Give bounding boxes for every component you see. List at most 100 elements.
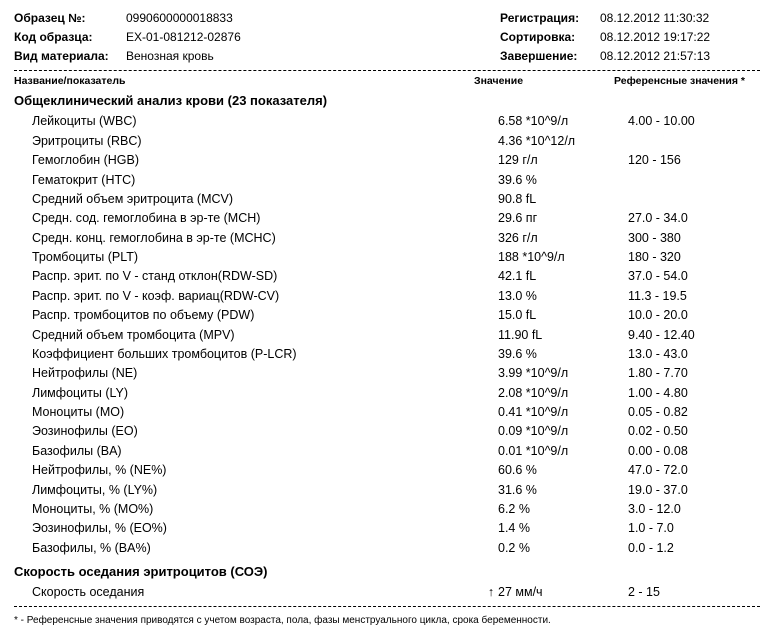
arrow-icon	[484, 229, 498, 248]
param-name: Гематокрит (HTC)	[14, 171, 484, 190]
section-title: Скорость оседания эритроцитов (СОЭ)	[14, 564, 760, 579]
header-label: Код образца:	[14, 29, 126, 46]
result-row: Распр. эрит. по V - станд отклон(RDW-SD)…	[14, 267, 760, 286]
arrow-icon	[484, 171, 498, 190]
reference-range	[628, 132, 760, 151]
header-row: Завершение:08.12.2012 21:57:13	[500, 48, 760, 65]
param-value: 4.36 *10^12/л	[498, 132, 628, 151]
result-row: Средний объем эритроцита (MCV)90.8 fL	[14, 190, 760, 209]
param-value: 39.6 %	[498, 171, 628, 190]
reference-range: 0.0 - 1.2	[628, 539, 760, 558]
param-value: 11.90 fL	[498, 326, 628, 345]
header-block: Образец №:0990600000018833 Код образца:EX…	[14, 10, 760, 64]
arrow-icon	[484, 500, 498, 519]
param-name: Нейтрофилы, % (NE%)	[14, 461, 484, 480]
arrow-icon	[484, 422, 498, 441]
param-value: 188 *10^9/л	[498, 248, 628, 267]
header-label: Регистрация:	[500, 10, 600, 27]
param-name: Лейкоциты (WBC)	[14, 112, 484, 131]
col-header-name: Название/показатель	[14, 75, 474, 87]
header-value: EX-01-081212-02876	[126, 29, 286, 46]
arrow-icon	[484, 132, 498, 151]
param-value: 0.2 %	[498, 539, 628, 558]
param-name: Моноциты, % (MO%)	[14, 500, 484, 519]
reference-range: 300 - 380	[628, 229, 760, 248]
param-value: 90.8 fL	[498, 190, 628, 209]
header-value: 08.12.2012 19:17:22	[600, 29, 760, 46]
header-row: Вид материала:Венозная кровь	[14, 48, 286, 65]
separator	[14, 70, 760, 71]
arrow-icon	[484, 519, 498, 538]
header-row: Образец №:0990600000018833	[14, 10, 286, 27]
param-value: 0.09 *10^9/л	[498, 422, 628, 441]
result-row: Коэффициент больших тромбоцитов (P-LCR)3…	[14, 345, 760, 364]
result-row: Распр. тромбоцитов по объему (PDW)15.0 f…	[14, 306, 760, 325]
arrow-icon	[484, 481, 498, 500]
param-name: Эозинофилы (EO)	[14, 422, 484, 441]
reference-range: 4.00 - 10.00	[628, 112, 760, 131]
param-value: 42.1 fL	[498, 267, 628, 286]
arrow-icon	[484, 190, 498, 209]
param-name: Лимфоциты, % (LY%)	[14, 481, 484, 500]
param-value: 13.0 %	[498, 287, 628, 306]
reference-range: 9.40 - 12.40	[628, 326, 760, 345]
header-label: Сортировка:	[500, 29, 600, 46]
arrow-icon	[484, 345, 498, 364]
result-row: Лимфоциты, % (LY%) 31.6 %19.0 - 37.0	[14, 481, 760, 500]
reference-range: 10.0 - 20.0	[628, 306, 760, 325]
arrow-icon: ↑	[484, 583, 498, 602]
reference-range	[628, 190, 760, 209]
header-value: Венозная кровь	[126, 48, 286, 65]
result-row: Лимфоциты (LY)2.08 *10^9/л1.00 - 4.80	[14, 384, 760, 403]
param-name: Эритроциты (RBC)	[14, 132, 484, 151]
result-row: Средн. сод. гемоглобина в эр-те (MCH)29.…	[14, 209, 760, 228]
reference-range: 2 - 15	[628, 583, 760, 602]
result-row: Средний объем тромбоцита (MPV)11.90 fL9.…	[14, 326, 760, 345]
header-label: Завершение:	[500, 48, 600, 65]
result-row: Тромбоциты (PLT) 188 *10^9/л180 - 320	[14, 248, 760, 267]
reference-range: 120 - 156	[628, 151, 760, 170]
section-title: Общеклинический анализ крови (23 показат…	[14, 93, 760, 108]
result-row: Гематокрит (HTC) 39.6 %	[14, 171, 760, 190]
param-name: Скорость оседания	[14, 583, 484, 602]
arrow-icon	[484, 326, 498, 345]
header-label: Вид материала:	[14, 48, 126, 65]
param-value: 60.6 %	[498, 461, 628, 480]
reference-range: 0.00 - 0.08	[628, 442, 760, 461]
result-row: Нейтрофилы, % (NE%)60.6 %47.0 - 72.0	[14, 461, 760, 480]
param-name: Нейтрофилы (NE)	[14, 364, 484, 383]
header-value: 08.12.2012 21:57:13	[600, 48, 760, 65]
reference-range: 0.05 - 0.82	[628, 403, 760, 422]
param-name: Распр. тромбоцитов по объему (PDW)	[14, 306, 484, 325]
arrow-icon	[484, 267, 498, 286]
reference-range: 11.3 - 19.5	[628, 287, 760, 306]
param-value: 129 г/л	[498, 151, 628, 170]
param-value: 27 мм/ч	[498, 583, 628, 602]
param-name: Базофилы, % (BA%)	[14, 539, 484, 558]
result-row: Распр. эрит. по V - коэф. вариац(RDW-CV)…	[14, 287, 760, 306]
reference-range: 19.0 - 37.0	[628, 481, 760, 500]
param-value: 0.41 *10^9/л	[498, 403, 628, 422]
reference-range: 3.0 - 12.0	[628, 500, 760, 519]
result-row: Эритроциты (RBC) 4.36 *10^12/л	[14, 132, 760, 151]
reference-range: 13.0 - 43.0	[628, 345, 760, 364]
param-value: 2.08 *10^9/л	[498, 384, 628, 403]
result-row: Средн. конц. гемоглобина в эр-те (MCHC)3…	[14, 229, 760, 248]
reference-range: 1.0 - 7.0	[628, 519, 760, 538]
arrow-icon	[484, 403, 498, 422]
reference-range: 1.00 - 4.80	[628, 384, 760, 403]
param-name: Распр. эрит. по V - станд отклон(RDW-SD)	[14, 267, 484, 286]
header-value: 0990600000018833	[126, 10, 286, 27]
param-value: 31.6 %	[498, 481, 628, 500]
arrow-icon	[484, 384, 498, 403]
result-row: Лейкоциты (WBC)6.58 *10^9/л4.00 - 10.00	[14, 112, 760, 131]
header-value: 08.12.2012 11:30:32	[600, 10, 760, 27]
param-value: 1.4 %	[498, 519, 628, 538]
header-row: Код образца:EX-01-081212-02876	[14, 29, 286, 46]
reference-range: 180 - 320	[628, 248, 760, 267]
param-name: Тромбоциты (PLT)	[14, 248, 484, 267]
param-name: Средн. сод. гемоглобина в эр-те (MCH)	[14, 209, 484, 228]
result-row: Базофилы (BA)0.01 *10^9/л0.00 - 0.08	[14, 442, 760, 461]
column-headers: Название/показатель Значение Референсные…	[14, 75, 760, 87]
param-name: Распр. эрит. по V - коэф. вариац(RDW-CV)	[14, 287, 484, 306]
